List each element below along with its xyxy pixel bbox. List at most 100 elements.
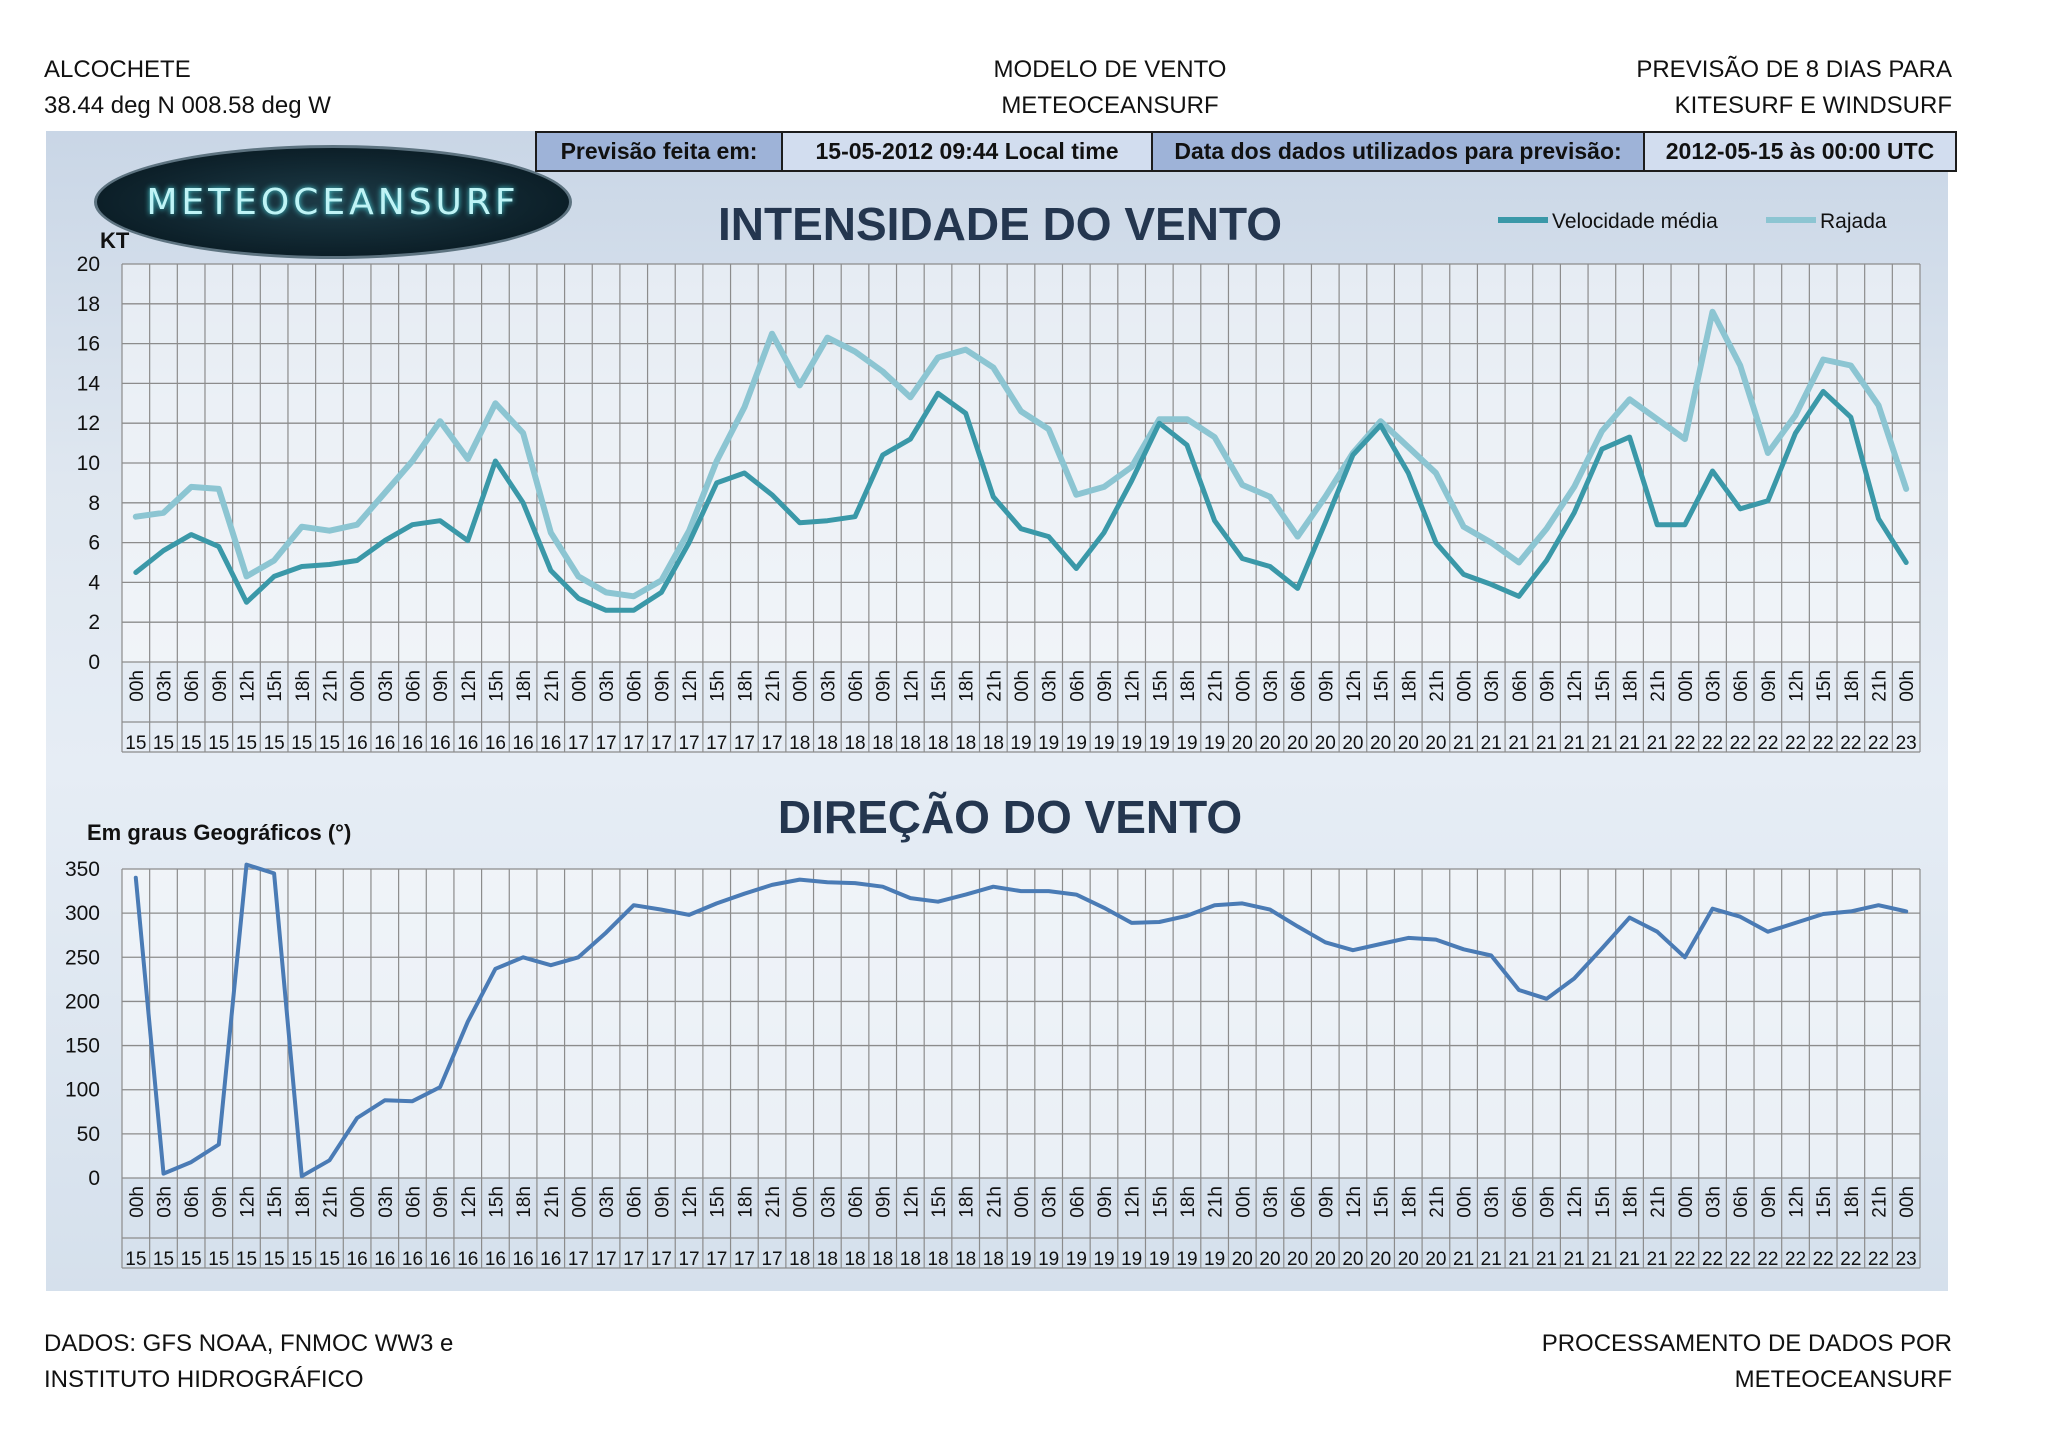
x-hour-label: 15h	[929, 670, 950, 702]
x-day-label: 17	[734, 1249, 755, 1270]
legend-label-speed: Velocidade média	[1552, 210, 1718, 233]
y-tick-label: 18	[77, 293, 100, 316]
x-hour-label: 09h	[874, 670, 895, 702]
x-day-label: 17	[678, 1249, 699, 1270]
x-day-label: 21	[1619, 1249, 1640, 1270]
x-day-label: 15	[264, 1249, 285, 1270]
x-hour-label: 00h	[791, 1186, 812, 1218]
x-day-label: 21	[1453, 733, 1474, 754]
x-day-label: 15	[264, 733, 285, 754]
y-tick-label: 250	[65, 946, 100, 969]
x-hour-label: 12h	[901, 670, 922, 702]
model-title: MODELO DE VENTO	[993, 56, 1227, 83]
x-hour-label: 00h	[1012, 1186, 1033, 1218]
x-hour-label: 03h	[1040, 1186, 1061, 1218]
x-hour-label: 09h	[1316, 1186, 1337, 1218]
x-day-label: 19	[1176, 1249, 1197, 1270]
x-hour-label: 03h	[818, 670, 839, 702]
x-day-label: 17	[651, 1249, 672, 1270]
x-hour-label: 21h	[1427, 670, 1448, 702]
x-day-label: 18	[955, 733, 976, 754]
x-day-label: 19	[1149, 733, 1170, 754]
x-hour-label: 21h	[542, 1186, 563, 1218]
x-day-label: 21	[1591, 1249, 1612, 1270]
x-day-label: 15	[291, 733, 312, 754]
x-day-label: 18	[900, 1249, 921, 1270]
x-day-label: 15	[319, 1249, 340, 1270]
y-tick-label: 4	[88, 571, 100, 594]
x-day-label: 20	[1232, 1249, 1253, 1270]
x-hour-label: 18h	[957, 1186, 978, 1218]
x-day-label: 21	[1564, 1249, 1585, 1270]
x-day-label: 20	[1425, 1249, 1446, 1270]
x-hour-label: 15h	[1372, 670, 1393, 702]
x-hour-label: 15h	[265, 1186, 286, 1218]
y-tick-label: 10	[77, 452, 100, 475]
x-day-label: 19	[1121, 1249, 1142, 1270]
x-day-label: 21	[1619, 733, 1640, 754]
x-hour-label: 15h	[486, 1186, 507, 1218]
x-day-label: 21	[1536, 1249, 1557, 1270]
x-hour-label: 15h	[486, 670, 507, 702]
x-day-label: 18	[817, 733, 838, 754]
x-hour-label: 00h	[1897, 670, 1918, 702]
x-hour-label: 18h	[735, 1186, 756, 1218]
x-day-label: 19	[1204, 733, 1225, 754]
x-hour-label: 21h	[1870, 1186, 1891, 1218]
x-day-label: 18	[789, 733, 810, 754]
x-hour-label: 12h	[237, 1186, 258, 1218]
chart-background-panel	[46, 131, 1948, 1291]
y-tick-label: 16	[77, 333, 100, 356]
x-hour-label: 06h	[1289, 1186, 1310, 1218]
x-hour-label: 18h	[1621, 670, 1642, 702]
x-day-label: 18	[927, 1249, 948, 1270]
x-day-label: 16	[457, 1249, 478, 1270]
x-hour-label: 09h	[210, 670, 231, 702]
x-day-label: 21	[1647, 733, 1668, 754]
model-header: MODELO DE VENTO METEOCEANSURF	[760, 52, 1460, 124]
x-day-label: 19	[1093, 1249, 1114, 1270]
x-hour-label: 15h	[1593, 670, 1614, 702]
direction-series-line	[133, 862, 1909, 1179]
x-day-label: 22	[1813, 733, 1834, 754]
x-day-label: 22	[1730, 733, 1751, 754]
x-hour-label: 18h	[1621, 1186, 1642, 1218]
x-day-label: 22	[1840, 733, 1861, 754]
x-hour-label: 09h	[1095, 670, 1116, 702]
x-day-label: 15	[236, 1249, 257, 1270]
y-tick-label: 20	[77, 253, 100, 276]
x-hour-label: 00h	[348, 1186, 369, 1218]
x-day-label: 21	[1564, 733, 1585, 754]
x-day-label: 16	[402, 733, 423, 754]
x-day-label: 15	[125, 1249, 146, 1270]
x-hour-label: 09h	[431, 1186, 452, 1218]
y-tick-label: 2	[88, 611, 100, 634]
x-hour-label: 15h	[1150, 1186, 1171, 1218]
x-day-label: 22	[1785, 1249, 1806, 1270]
x-hour-label: 03h	[597, 670, 618, 702]
speed-series-line	[133, 388, 1909, 613]
x-hour-label: 00h	[1676, 1186, 1697, 1218]
x-day-label: 16	[457, 733, 478, 754]
x-hour-label: 21h	[1648, 670, 1669, 702]
x-day-label: 15	[208, 733, 229, 754]
x-hour-label: 00h	[127, 670, 148, 702]
x-hour-label: 15h	[1372, 1186, 1393, 1218]
x-day-label: 20	[1315, 733, 1336, 754]
x-hour-label: 03h	[818, 1186, 839, 1218]
x-hour-label: 09h	[874, 1186, 895, 1218]
model-brand: METEOCEANSURF	[1001, 92, 1219, 119]
data-source-footer: DADOS: GFS NOAA, FNMOC WW3 e INSTITUTO H…	[44, 1326, 453, 1398]
x-hour-label: 03h	[376, 1186, 397, 1218]
x-day-label: 17	[568, 1249, 589, 1270]
processing-line-1: PROCESSAMENTO DE DADOS POR	[1541, 1330, 1952, 1357]
x-day-label: 18	[955, 1249, 976, 1270]
x-day-label: 23	[1896, 1249, 1917, 1270]
x-hour-label: 15h	[1593, 1186, 1614, 1218]
x-hour-label: 06h	[1067, 1186, 1088, 1218]
x-day-label: 20	[1370, 1249, 1391, 1270]
x-day-label: 19	[1066, 1249, 1087, 1270]
forecast-made-label: Previsão feita em:	[537, 133, 783, 170]
x-hour-label: 00h	[1676, 670, 1697, 702]
x-hour-label: 18h	[1399, 1186, 1420, 1218]
